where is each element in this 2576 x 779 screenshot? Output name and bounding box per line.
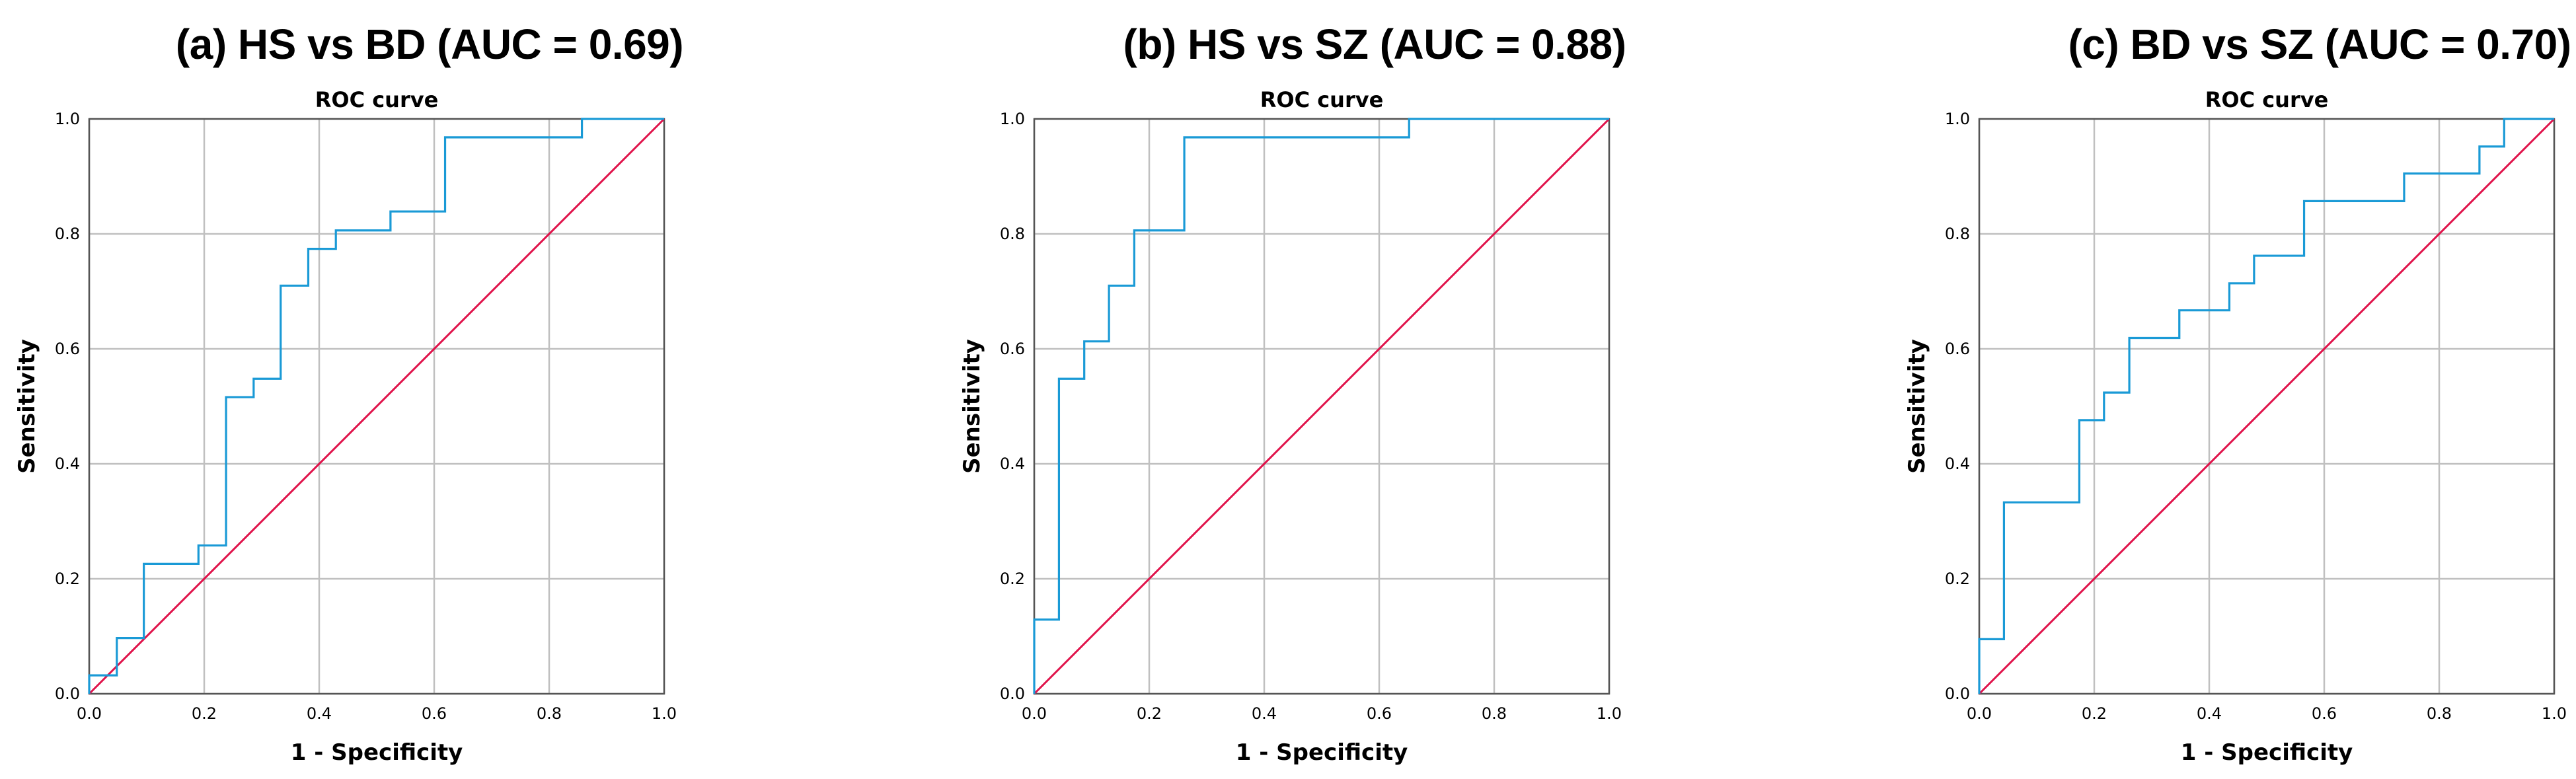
y-tick-label: 0.8 — [1000, 225, 1025, 243]
y-tick-label: 0.0 — [1000, 685, 1025, 703]
roc-chart: 0.0 0.2 0.4 0.6 0.8 1.0 0.0 0.2 0.4 0.6 0.8 1.0 ROC … — [959, 87, 1622, 766]
x-tick-label: 0.0 — [77, 704, 102, 723]
y-tick-label: 0.2 — [1945, 570, 1970, 588]
reference-line — [1978, 118, 2556, 695]
y-tick-label: 0.0 — [1945, 685, 1970, 703]
x-tick-label: 1.0 — [1597, 704, 1622, 723]
y-tick-label: 0.8 — [1945, 225, 1970, 243]
panel-c: (c) BD vs SZ (AUC = 0.70) 0.0 0.2 0.4 0.6 0.… — [1890, 0, 2576, 779]
panel-title: (b) HS vs SZ (AUC = 0.88) — [1123, 20, 1627, 68]
y-tick-label: 1.0 — [1945, 110, 1970, 128]
plot-frame — [88, 118, 665, 695]
x-tick-label: 0.2 — [192, 704, 217, 723]
y-axis-label: Sensitivity — [1904, 339, 1930, 474]
panel-b: (b) HS vs SZ (AUC = 0.88) 0.0 0.2 0.4 0.6 0.… — [945, 0, 1804, 779]
x-axis-label: 1 - Specificity — [2181, 739, 2353, 766]
y-tick-label: 1.0 — [55, 110, 80, 128]
y-tick-label: 0.2 — [55, 570, 80, 588]
x-tick-label: 0.6 — [2312, 704, 2337, 723]
x-tick-label: 0.8 — [537, 704, 562, 723]
roc-curve — [1978, 118, 2554, 694]
x-tick-label: 0.8 — [2427, 704, 2452, 723]
x-tick-label: 1.0 — [2542, 704, 2567, 723]
roc-chart: 0.0 0.2 0.4 0.6 0.8 1.0 0.0 0.2 0.4 0.6 0.8 1.0 ROC … — [1904, 87, 2567, 766]
panel-a: (a) HS vs BD (AUC = 0.69) 0.0 0.2 0.4 0.6 0.… — [0, 0, 859, 779]
y-tick-label: 0.8 — [55, 225, 80, 243]
chart-title: ROC curve — [2205, 87, 2329, 112]
panel-title: (c) BD vs SZ (AUC = 0.70) — [2068, 20, 2571, 68]
plot-frame — [1978, 118, 2556, 695]
x-tick-label: 1.0 — [652, 704, 677, 723]
x-tick-label: 0.4 — [1252, 704, 1277, 723]
roc-curve — [1033, 118, 1609, 694]
y-axis-label: Sensitivity — [14, 339, 40, 474]
chart-title: ROC curve — [1260, 87, 1384, 112]
y-axis-label: Sensitivity — [959, 339, 985, 474]
y-tick-label: 0.6 — [1000, 340, 1025, 358]
y-tick-label: 0.2 — [1000, 570, 1025, 588]
x-tick-label: 0.0 — [1022, 704, 1047, 723]
reference-line — [88, 118, 665, 695]
y-tick-label: 0.4 — [1945, 455, 1970, 473]
plot-frame — [1033, 118, 1610, 695]
x-tick-label: 0.2 — [2082, 704, 2107, 723]
x-axis-label: 1 - Specificity — [1236, 739, 1408, 766]
panel-title: (a) HS vs BD (AUC = 0.69) — [175, 20, 684, 68]
x-tick-label: 0.6 — [1367, 704, 1392, 723]
y-tick-label: 0.6 — [1945, 340, 1970, 358]
y-tick-label: 0.0 — [55, 685, 80, 703]
roc-curve — [88, 118, 664, 694]
y-tick-label: 1.0 — [1000, 110, 1025, 128]
x-tick-label: 0.4 — [307, 704, 332, 723]
roc-chart: 0.0 0.2 0.4 0.6 0.8 1.0 0.0 0.2 0.4 0.6 0.8 1.0 ROC … — [14, 87, 677, 766]
x-tick-label: 0.4 — [2197, 704, 2222, 723]
reference-line — [1033, 118, 1610, 695]
y-tick-label: 0.4 — [55, 455, 80, 473]
chart-title: ROC curve — [315, 87, 439, 112]
y-tick-label: 0.4 — [1000, 455, 1025, 473]
x-tick-label: 0.2 — [1137, 704, 1162, 723]
x-tick-label: 0.0 — [1967, 704, 1992, 723]
x-tick-label: 0.8 — [1482, 704, 1507, 723]
x-tick-label: 0.6 — [422, 704, 447, 723]
y-tick-label: 0.6 — [55, 340, 80, 358]
grid-lines — [88, 118, 665, 695]
x-axis-label: 1 - Specificity — [291, 739, 463, 766]
